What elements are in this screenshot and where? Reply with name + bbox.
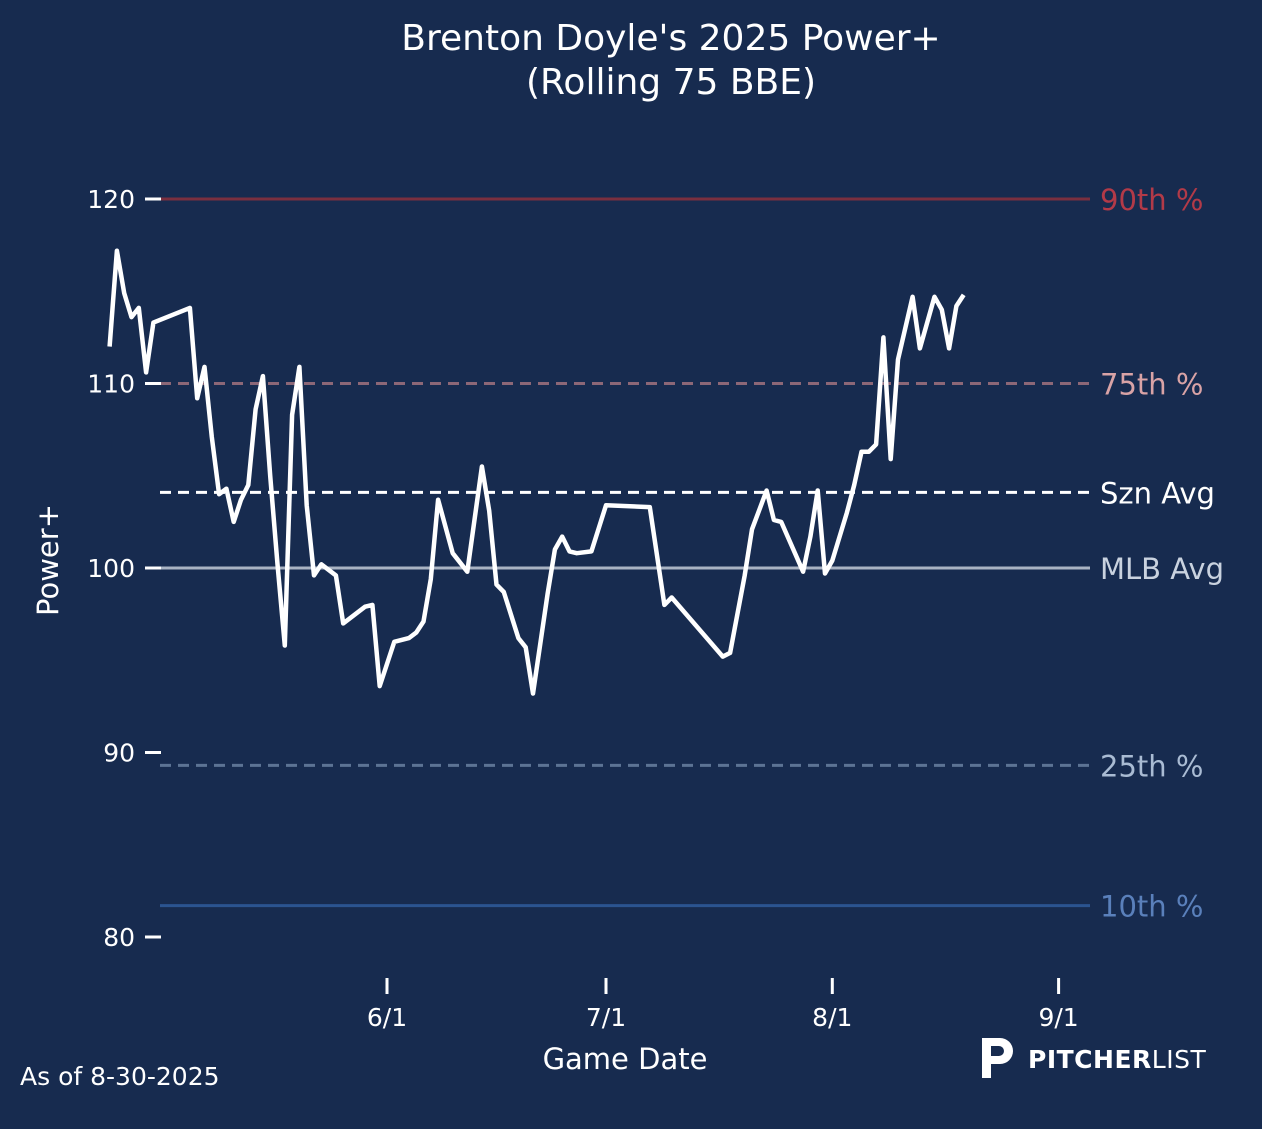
- y-tick-label: 110: [87, 370, 135, 399]
- pitcherlist-logo: PITCHERLIST: [978, 1036, 1206, 1082]
- reference-label-mlb-avg: MLB Avg: [1100, 552, 1224, 586]
- brand-bold: PITCHER: [1028, 1044, 1152, 1074]
- pitcherlist-wordmark: PITCHERLIST: [1028, 1045, 1206, 1074]
- series-line-0: [107, 248, 966, 696]
- x-axis: 6/1 7/1 8/1 9/1: [367, 978, 1079, 1032]
- reference-lines: 90th % 75th % Szn Avg MLB Avg 25th % 10th %: [160, 183, 1224, 924]
- reference-label-25th: 25th %: [1100, 749, 1203, 783]
- reference-label-10th: 10th %: [1100, 890, 1203, 924]
- chart-title: Brenton Doyle's 2025 Power+: [401, 18, 940, 59]
- y-tick-label: 100: [87, 554, 135, 583]
- y-axis-label: Power+: [31, 504, 65, 616]
- x-tick-label: 8/1: [812, 1003, 852, 1032]
- reference-label-75th: 75th %: [1100, 368, 1203, 402]
- y-tick-label: 90: [103, 739, 135, 768]
- x-axis-label: Game Date: [543, 1042, 708, 1076]
- y-tick-label: 120: [87, 185, 135, 214]
- pitcherlist-p-icon: [982, 1038, 1013, 1078]
- as-of-note: As of 8-30-2025: [20, 1062, 220, 1091]
- series-layer: [107, 248, 966, 696]
- x-tick-label: 6/1: [367, 1003, 407, 1032]
- reference-label-90th: 90th %: [1100, 183, 1203, 217]
- reference-label-szn-avg: Szn Avg: [1100, 476, 1215, 510]
- chart-subtitle: (Rolling 75 BBE): [526, 62, 816, 103]
- x-tick-label: 7/1: [586, 1003, 626, 1032]
- y-tick-label: 80: [103, 923, 135, 952]
- y-axis: 80 90 100 110 120: [87, 185, 161, 952]
- x-tick-label: 9/1: [1038, 1003, 1078, 1032]
- brand-light: LIST: [1151, 1044, 1207, 1074]
